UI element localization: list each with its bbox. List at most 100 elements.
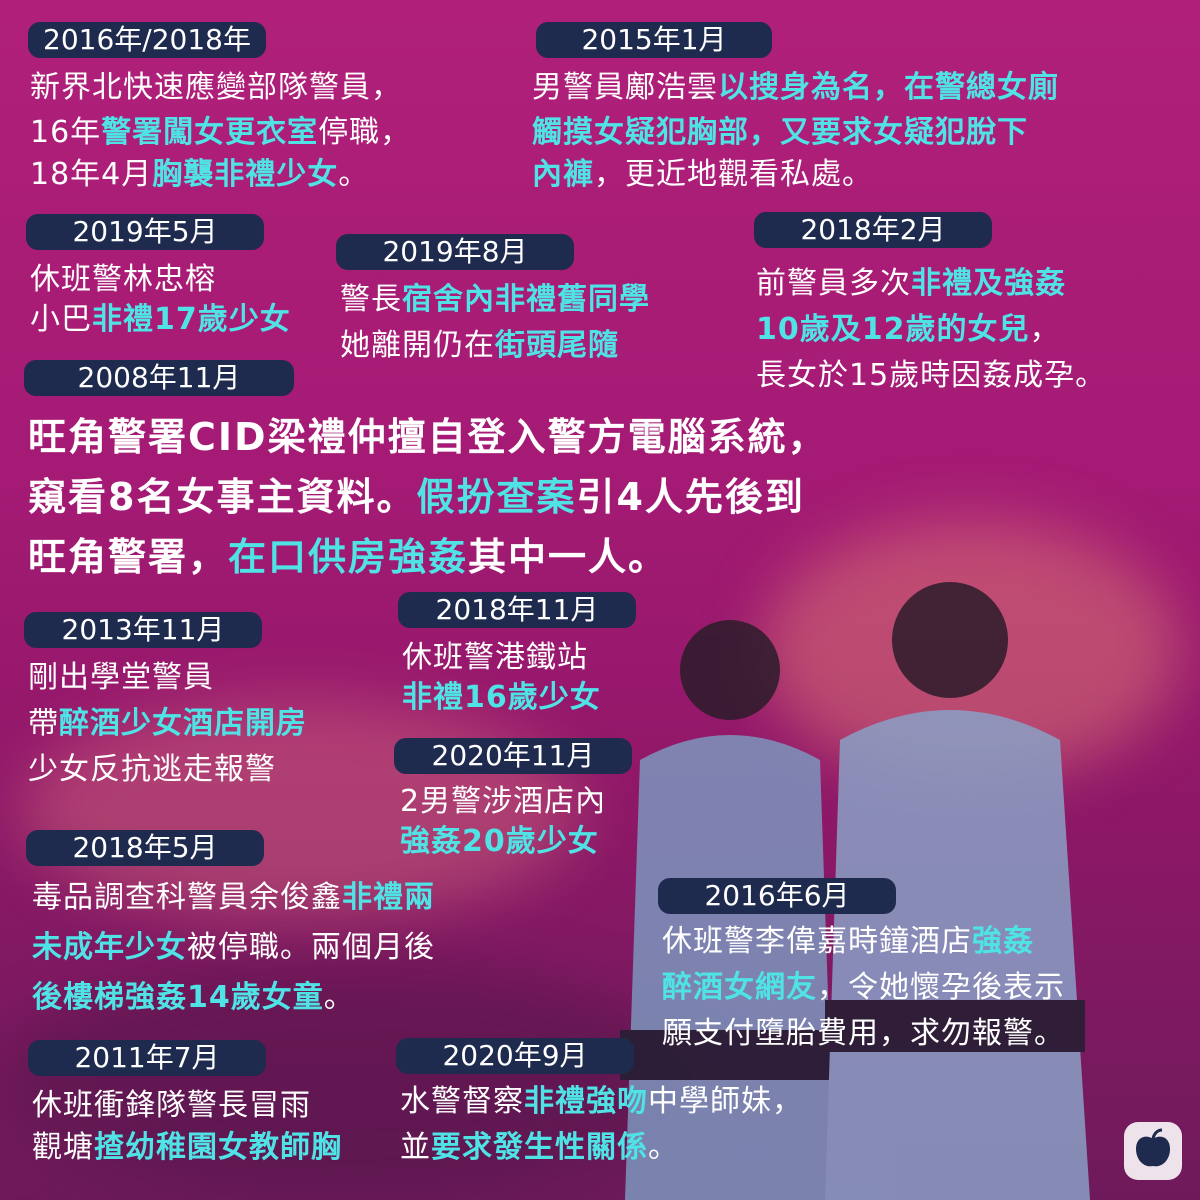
plain-text: 停職， [318, 115, 412, 150]
incident-text-line: 窺看8名女事主資料。假扮查案引4人先後到 [28, 468, 805, 526]
street-light-glow [20, 700, 580, 920]
plain-text: 2男警涉酒店內 [400, 784, 607, 819]
plain-text: 窺看8名女事主資料。 [28, 475, 417, 519]
incident-text-line: 前警員多次非禮及強姦 [756, 262, 1066, 306]
highlighted-text: 以搜身為名，在警總女廁 [718, 70, 1059, 105]
incident-text-line: 18年4月胸襲非禮少女。 [30, 153, 369, 197]
officer-left-belt [620, 1030, 840, 1080]
highlighted-text: 要求發生性關係 [431, 1130, 648, 1165]
officer-right-belt [825, 1000, 1085, 1052]
incident-date-tag: 2015年1月 [536, 22, 772, 58]
incident-text-line: 非禮16歲少女 [402, 676, 601, 720]
incident-text-line: 後樓梯強姦14歲女童。 [32, 976, 355, 1020]
highlighted-text: 強姦 [972, 924, 1034, 959]
plain-text: 觀塘 [32, 1130, 94, 1165]
street-shadow [0, 960, 700, 1200]
incident-text-line: 旺角警署CID梁禮仲擅自登入警方電腦系統， [28, 408, 828, 466]
officer-right-head [892, 582, 1008, 698]
incident-text-line: 內褲，更近地觀看私處。 [532, 153, 873, 197]
officer-right-body [825, 710, 1090, 1200]
highlighted-text: 非禮17歲少女 [92, 302, 291, 337]
incident-text-line: 水警督察非禮強吻中學師妹， [400, 1080, 803, 1124]
highlighted-text: 醉酒女網友 [662, 970, 817, 1005]
incident-date-tag: 2019年8月 [336, 234, 574, 270]
incident-text-line: 剛出學堂警員 [28, 656, 214, 700]
highlighted-text: 宿舍內非禮舊同學 [402, 282, 650, 317]
plain-text: 水警督察 [400, 1084, 524, 1119]
incident-text-line: 未成年少女被停職。兩個月後 [32, 926, 435, 970]
incident-date-tag: 2008年11月 [24, 360, 294, 396]
plain-text: 她離開仍在 [340, 328, 495, 363]
incident-text-line: 休班警林忠榕 [30, 258, 216, 302]
plain-text: 引4人先後到 [576, 475, 805, 519]
incident-text-line: 並要求發生性關係。 [400, 1126, 679, 1170]
police-officers-illustration [620, 582, 1090, 1200]
incident-date-tag: 2016年6月 [658, 878, 896, 914]
incident-text-line: 帶醉酒少女酒店開房 [28, 702, 307, 746]
plain-text: 帶 [28, 706, 59, 741]
plain-text: 並 [400, 1130, 431, 1165]
plain-text: 小巴 [30, 302, 92, 337]
incident-date-tag: 2019年5月 [26, 214, 264, 250]
highlighted-text: 內褲 [532, 157, 594, 192]
plain-text: 前警員多次 [756, 266, 911, 301]
incident-text-line: 16年警署闖女更衣室停職， [30, 111, 411, 155]
highlighted-text: 醉酒少女酒店開房 [59, 706, 307, 741]
plain-text: ，更近地觀看私處。 [594, 157, 873, 192]
plain-text: 其中一人。 [468, 535, 669, 579]
highlighted-text: 胸襲非禮少女 [152, 157, 339, 192]
incident-text-line: 毒品調查科警員余俊鑫非禮兩 [32, 876, 435, 920]
incident-date-tag: 2018年5月 [26, 830, 264, 866]
plain-text: 16年 [30, 115, 102, 150]
highlighted-text: 在口供房強姦 [228, 535, 469, 579]
incident-text-line: 少女反抗逃走報警 [28, 748, 276, 792]
highlighted-text: 非禮16歲少女 [402, 680, 601, 715]
incident-text-line: 小巴非禮17歲少女 [30, 298, 291, 342]
incident-text-line: 醉酒女網友，令她懷孕後表示 [662, 966, 1065, 1010]
highlighted-text: 假扮查案 [416, 475, 577, 519]
highlighted-text: 非禮及強姦 [911, 266, 1066, 301]
officer-left-body [625, 735, 835, 1200]
incident-date-tag: 2011年7月 [28, 1040, 266, 1076]
highlighted-text: 10歲及12歲的女兒 [756, 312, 1030, 347]
incident-text-line: 男警員鄺浩雲以搜身為名，在警總女廁 [532, 66, 1059, 110]
highlighted-text: 觸摸女疑犯胸部，又要求女疑犯脫下 [532, 115, 1028, 150]
highlighted-text: 非禮兩 [342, 880, 435, 915]
apple-logo-icon [1124, 1122, 1182, 1180]
incident-text-line: 休班衝鋒隊警長冒雨 [32, 1084, 311, 1128]
incident-text-line: 觀塘揸幼稚園女教師胸 [32, 1126, 342, 1170]
plain-text: 中學師妹， [648, 1084, 803, 1119]
plain-text: 旺角警署CID梁禮仲擅自登入警方電腦系統， [28, 415, 828, 459]
incident-text-line: 長女於15歲時因姦成孕。 [756, 354, 1106, 398]
plain-text: 剛出學堂警員 [28, 660, 214, 695]
incident-date-tag: 2018年11月 [398, 592, 636, 628]
highlighted-text: 未成年少女 [32, 930, 187, 965]
incident-date-tag: 2018年2月 [754, 212, 992, 248]
incident-text-line: 觸摸女疑犯胸部，又要求女疑犯脫下 [532, 111, 1028, 155]
plain-text: 休班警李偉嘉時鐘酒店 [662, 924, 972, 959]
incident-text-line: 她離開仍在街頭尾隨 [340, 324, 619, 368]
highlighted-text: 非禮強吻 [524, 1084, 648, 1119]
plain-text: 男警員鄺浩雲 [532, 70, 718, 105]
highlighted-text: 街頭尾隨 [495, 328, 619, 363]
plain-text: 警長 [340, 282, 402, 317]
incident-text-line: 旺角警署，在口供房強姦其中一人。 [28, 528, 668, 586]
incident-text-line: 10歲及12歲的女兒， [756, 308, 1061, 352]
incident-text-line: 休班警李偉嘉時鐘酒店強姦 [662, 920, 1034, 964]
incident-date-tag: 2020年11月 [394, 738, 632, 774]
incident-text-line: 新界北快速應變部隊警員， [30, 66, 402, 110]
plain-text: 旺角警署， [28, 535, 229, 579]
plain-text: 少女反抗逃走報警 [28, 752, 276, 787]
plain-text: 休班衝鋒隊警長冒雨 [32, 1088, 311, 1123]
highlighted-text: 警署闖女更衣室 [101, 115, 319, 150]
plain-text: 被停職。兩個月後 [187, 930, 435, 965]
incident-text-line: 2男警涉酒店內 [400, 780, 606, 824]
incident-text-line: 警長宿舍內非禮舊同學 [340, 278, 650, 322]
incident-date-tag: 2013年11月 [24, 612, 262, 648]
officer-left-head [680, 620, 780, 720]
incident-text-line: 休班警港鐵站 [402, 636, 588, 680]
highlighted-text: 後樓梯強姦14歲女童 [32, 980, 324, 1015]
plain-text: 18年4月 [30, 157, 153, 192]
highlighted-text: 強姦20歲少女 [400, 824, 599, 859]
plain-text: 長女於15歲時因姦成孕。 [756, 358, 1107, 393]
